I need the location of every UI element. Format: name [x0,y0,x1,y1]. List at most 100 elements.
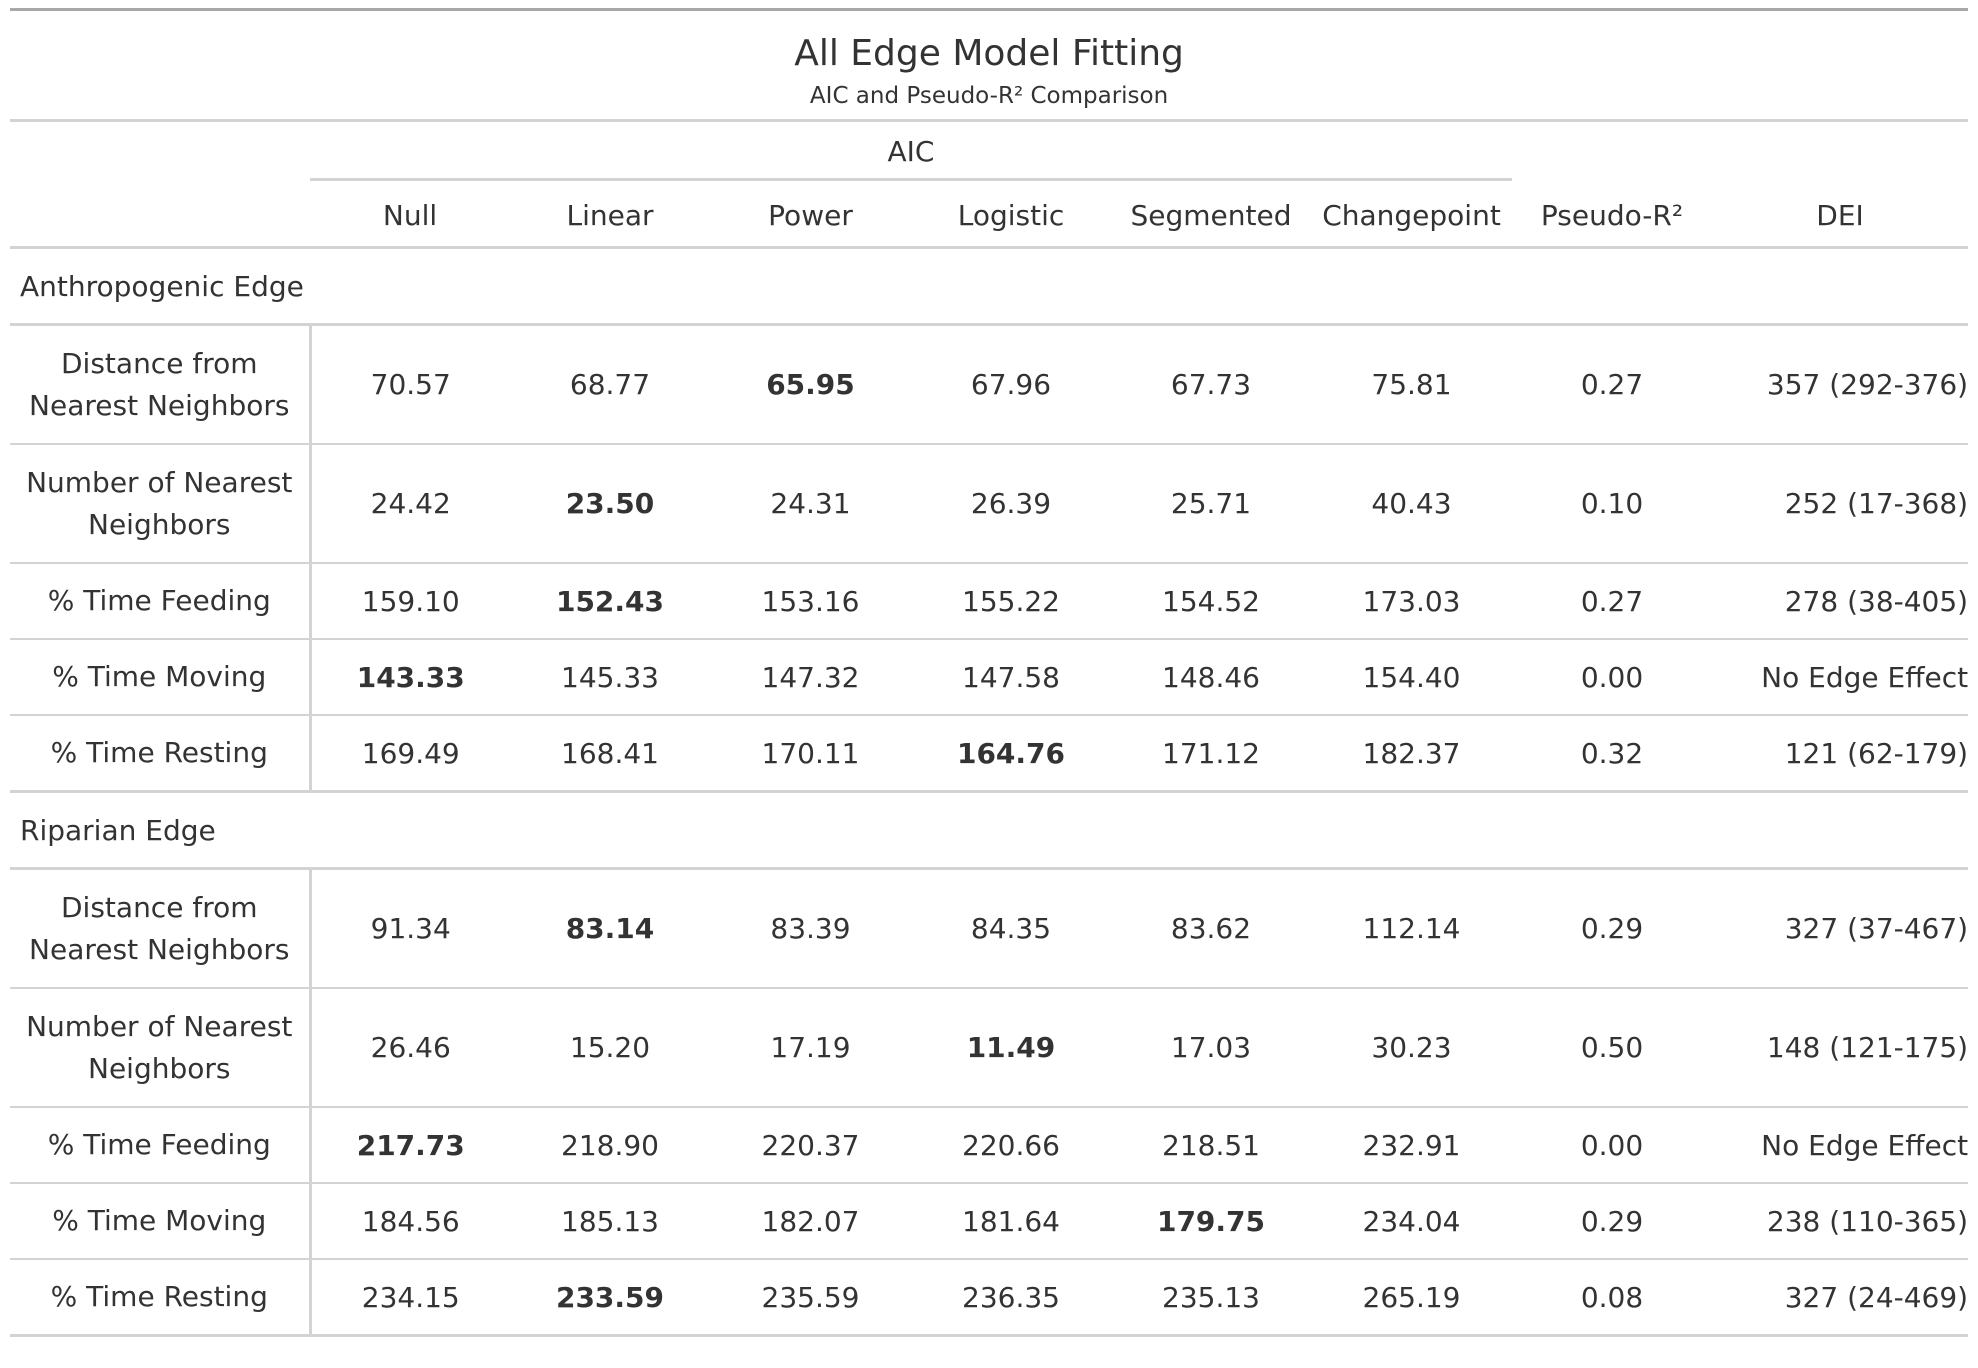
table-row: Number of Nearest Neighbors 26.46 15.20 17.… [10,988,1969,1108]
cell-logistic: 67.96 [911,324,1111,445]
cell-linear: 233.59 [510,1259,710,1337]
table-row: Number of Nearest Neighbors 24.42 23.50 24.… [10,444,1969,564]
cell-changepoint: 232.91 [1311,1107,1512,1184]
column-header-dei: DEI [1712,184,1969,249]
row-label: Number of Nearest Neighbors [10,444,312,564]
cell-logistic: 181.64 [911,1183,1111,1260]
cell-pseudo-r: 0.27 [1512,563,1712,640]
cell-linear: 15.20 [510,988,710,1108]
cell-dei: 278 (38-405) [1712,563,1969,640]
row-label: % Time Feeding [10,563,312,640]
table-title: All Edge Model Fitting [794,32,1184,74]
cell-dei: 121 (62-179) [1712,715,1969,793]
cell-dei: 327 (24-469) [1712,1259,1969,1337]
group-row: Riparian Edge [10,791,1969,870]
table-subtitle: AIC and Pseudo-R² Comparison [10,77,1969,122]
cell-dei: No Edge Effect [1712,639,1969,716]
column-header-linear: Linear [510,184,710,249]
cell-pseudo-r: 0.29 [1512,1183,1712,1260]
cell-dei: 327 (37-467) [1712,868,1969,989]
cell-pseudo-r: 0.29 [1512,868,1712,989]
table-row: % Time Feeding 217.73 218.90 220.37 220.66 21… [10,1107,1969,1184]
group-label: Anthropogenic Edge [10,247,1969,326]
cell-dei: 252 (17-368) [1712,444,1969,564]
table-row: % Time Feeding 159.10 152.43 153.16 155.22 15… [10,563,1969,640]
cell-logistic: 147.58 [911,639,1111,716]
cell-logistic: 11.49 [911,988,1111,1108]
row-label: % Time Moving [10,1183,312,1260]
cell-dei: No Edge Effect [1712,1107,1969,1184]
table-row: Distance from Nearest Neighbors 70.57 68.7… [10,324,1969,445]
row-label: Number of Nearest Neighbors [10,988,312,1108]
cell-changepoint: 154.40 [1311,639,1512,716]
cell-segmented: 154.52 [1111,563,1311,640]
column-header-logistic: Logistic [911,184,1111,249]
cell-logistic: 155.22 [911,563,1111,640]
cell-pseudo-r: 0.32 [1512,715,1712,793]
cell-null: 91.34 [310,868,510,989]
column-header-pseudo-r: Pseudo-R² [1512,184,1712,249]
cell-logistic: 26.39 [911,444,1111,564]
cell-linear: 168.41 [510,715,710,793]
spanner-empty-pseudo [1512,121,1712,185]
cell-power: 182.07 [710,1183,911,1260]
cell-pseudo-r: 0.10 [1512,444,1712,564]
row-label: Distance from Nearest Neighbors [10,868,312,989]
cell-changepoint: 234.04 [1311,1183,1512,1260]
cell-segmented: 218.51 [1111,1107,1311,1184]
cell-segmented: 179.75 [1111,1183,1311,1260]
table-row: Distance from Nearest Neighbors 91.34 83.1… [10,868,1969,989]
model-fitting-table: All Edge Model Fitting AIC and Pseudo-R²… [10,8,1969,1337]
column-header-segmented: Segmented [1111,184,1311,249]
spanner-row: AIC [10,121,1968,185]
row-label: % Time Moving [10,639,312,716]
cell-power: 147.32 [710,639,911,716]
cell-segmented: 67.73 [1111,324,1311,445]
group-row: Anthropogenic Edge [10,247,1969,326]
cell-power: 17.19 [710,988,911,1108]
cell-power: 220.37 [710,1107,911,1184]
cell-changepoint: 112.14 [1311,868,1512,989]
cell-null: 24.42 [310,444,510,564]
cell-null: 159.10 [310,563,510,640]
model-fitting-table-container: All Edge Model Fitting AIC and Pseudo-R²… [10,8,1969,1337]
cell-changepoint: 265.19 [1311,1259,1512,1337]
cell-power: 65.95 [710,324,911,445]
table-row: % Time Resting 234.15 233.59 235.59 236.35 23… [10,1259,1969,1337]
cell-segmented: 83.62 [1111,868,1311,989]
cell-dei: 238 (110-365) [1712,1183,1969,1260]
cell-logistic: 220.66 [911,1107,1111,1184]
cell-segmented: 235.13 [1111,1259,1311,1337]
cell-power: 24.31 [710,444,911,564]
cell-dei: 148 (121-175) [1712,988,1969,1108]
table-body: Anthropogenic Edge Distance from Nearest … [10,247,1969,1337]
cell-pseudo-r: 0.00 [1512,639,1712,716]
cell-changepoint: 75.81 [1311,324,1512,445]
column-header-changepoint: Changepoint [1311,184,1512,249]
cell-dei: 357 (292-376) [1712,324,1969,445]
cell-power: 83.39 [710,868,911,989]
cell-pseudo-r: 0.27 [1512,324,1712,445]
row-label: % Time Resting [10,715,312,793]
cell-linear: 218.90 [510,1107,710,1184]
cell-power: 153.16 [710,563,911,640]
table-row: % Time Moving 184.56 185.13 182.07 181.64 179… [10,1183,1969,1260]
cell-segmented: 171.12 [1111,715,1311,793]
row-label: % Time Feeding [10,1107,312,1184]
cell-null: 143.33 [310,639,510,716]
cell-segmented: 148.46 [1111,639,1311,716]
cell-null: 234.15 [310,1259,510,1337]
cell-pseudo-r: 0.50 [1512,988,1712,1108]
cell-segmented: 25.71 [1111,444,1311,564]
spanner-empty-stub [10,121,310,185]
cell-changepoint: 182.37 [1311,715,1512,793]
aic-spanner-label: AIC [887,135,935,168]
cell-null: 184.56 [310,1183,510,1260]
cell-pseudo-r: 0.08 [1512,1259,1712,1337]
cell-null: 26.46 [310,988,510,1108]
table-row: % Time Moving 143.33 145.33 147.32 147.58 148… [10,639,1969,716]
cell-linear: 23.50 [510,444,710,564]
cell-linear: 145.33 [510,639,710,716]
column-header-row: Null Linear Power Logistic Segmented Changepo… [10,184,1969,249]
cell-changepoint: 30.23 [1311,988,1512,1108]
